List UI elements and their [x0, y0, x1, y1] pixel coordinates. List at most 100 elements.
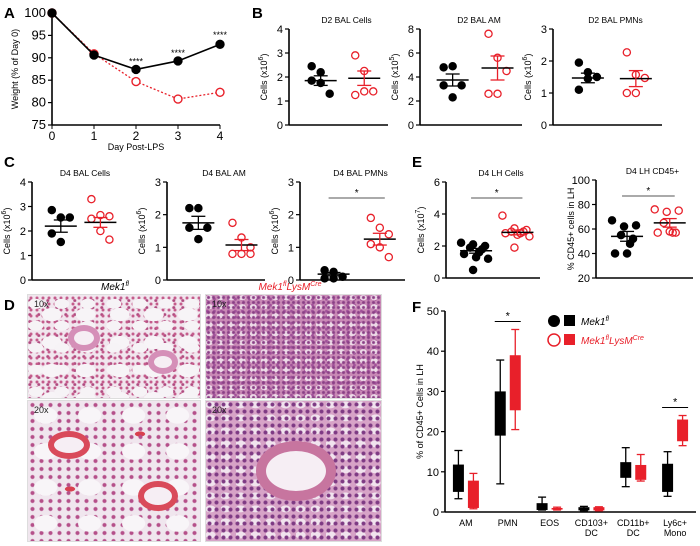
data-point — [384, 252, 394, 262]
data-point — [448, 61, 457, 71]
y-tick-label: 40 — [578, 249, 590, 261]
y-tick-label: 0 — [408, 120, 414, 132]
y-tick-label: 100 — [572, 175, 590, 187]
y-axis-label-end: ) — [523, 54, 533, 57]
box — [635, 464, 647, 480]
y-tick-label: 3 — [541, 24, 547, 36]
y-axis-label-superscript: 6 — [269, 210, 276, 214]
y-tick-label: 4 — [20, 177, 26, 189]
y-tick-label: 0 — [155, 275, 161, 287]
magnification-label: 20x — [34, 405, 49, 415]
data-point — [665, 227, 674, 236]
y-tick-label: 90 — [32, 50, 46, 65]
y-tick-label: 80 — [578, 200, 590, 212]
y-axis-label-end: ) — [259, 54, 269, 57]
y-tick-label: 85 — [32, 72, 46, 87]
chart-a: 75 80 85 90 95 100 Weight (% of Day 0) 0 1 2 3 4 Day… — [10, 5, 227, 152]
data-point — [510, 243, 519, 252]
significance-label: * — [355, 188, 359, 199]
y-tick-label: 100 — [24, 5, 46, 20]
y-axis-label: Cells (x106) — [136, 208, 147, 255]
y-axis-label-end: ) — [137, 208, 147, 211]
data-point — [674, 206, 683, 215]
x-tick-label: 3 — [175, 129, 182, 143]
box — [536, 503, 548, 510]
category-label: CD11b+ — [617, 518, 650, 528]
panel-letter-b: B — [252, 5, 263, 22]
data-point — [89, 50, 99, 60]
panel-letter-a: A — [4, 5, 15, 22]
y-tick-label: 3 — [155, 177, 161, 189]
category-label: Ly6c+ — [663, 518, 687, 528]
significance-label: **** — [129, 57, 144, 67]
data-point — [246, 249, 255, 259]
y-axis-label-end: ) — [390, 54, 400, 57]
y-tick-label: 0 — [434, 273, 440, 285]
x-tick-label: 0 — [49, 129, 56, 143]
histology-mek1fl-20x: 20x — [27, 400, 201, 542]
y-tick-label: 60 — [578, 224, 590, 236]
data-point — [173, 56, 183, 66]
y-tick-label: 3 — [20, 202, 26, 214]
data-point — [662, 207, 671, 217]
data-point — [215, 39, 225, 50]
y-axis-label-end: ) — [2, 208, 12, 211]
data-point — [316, 67, 325, 77]
data-point — [650, 205, 659, 214]
data-point — [366, 239, 376, 249]
data-point — [622, 48, 632, 57]
y-axis-label-text: Cells (x10 — [523, 60, 533, 100]
data-point — [631, 88, 641, 98]
data-point — [87, 214, 96, 223]
x-axis-label: Day Post-LPS — [108, 142, 165, 152]
magnification-label: 10x — [34, 299, 49, 309]
legend-f: Mek1fl Mek1flLysMCre — [547, 315, 644, 347]
y-tick-label: 6 — [434, 177, 440, 189]
y-axis-label-end: ) — [270, 208, 280, 211]
y-axis-label: Cells (x105) — [389, 54, 400, 101]
y-tick-label: 2 — [277, 72, 283, 84]
data-point — [215, 87, 225, 97]
data-point — [653, 228, 662, 237]
data-point — [47, 205, 57, 215]
x-tick-label: 4 — [217, 129, 224, 143]
data-point — [375, 223, 385, 232]
y-tick-label: 40 — [427, 346, 439, 358]
y-tick-label: 95 — [32, 27, 46, 42]
data-point — [384, 230, 394, 239]
chart-title: D4 LH Cells — [478, 168, 523, 178]
chart-c1: 0 1 2 3 4 Cells (x106) D4 BAL Cells — [1, 168, 122, 287]
y-axis-label: Cells (x107) — [415, 207, 426, 254]
y-axis-label: % CD45+ cells in LH — [566, 188, 576, 271]
data-point — [173, 94, 183, 104]
data-point — [105, 235, 114, 244]
data-point — [631, 221, 641, 230]
box — [452, 464, 464, 492]
data-point — [246, 243, 255, 252]
y-tick-label: 2 — [434, 241, 440, 253]
panel-letter-d: D — [4, 297, 15, 314]
chart-b1: 0 1 2 3 4 Cells (x106) D2 BAL Cells — [258, 15, 388, 132]
y-tick-label: 4 — [408, 72, 414, 84]
y-axis-label: Cells (x106) — [258, 54, 269, 101]
data-point — [350, 51, 360, 60]
data-point — [228, 249, 237, 259]
y-tick-label: 2 — [155, 210, 161, 222]
y-axis-label-text: % CD45+ cells in LH — [566, 188, 576, 271]
data-point — [493, 89, 502, 99]
box — [578, 507, 590, 511]
chart-c2: 0 1 2 3 Cells (x106) D4 BAL AM — [136, 168, 265, 287]
box — [509, 355, 521, 411]
data-point — [131, 76, 141, 87]
y-tick-label: 80 — [32, 95, 46, 110]
chart-title: D2 BAL Cells — [321, 15, 371, 25]
y-tick-label: 20 — [578, 273, 590, 285]
y-tick-label: 0 — [20, 275, 26, 287]
data-point — [56, 237, 66, 247]
chart-e1: 0 2 4 6 Cells (x107) D4 LH Cells * — [415, 168, 540, 285]
data-point — [574, 58, 584, 67]
legend-label-ko: Mek1flLysMCre — [581, 335, 644, 347]
y-axis-label-superscript: 6 — [136, 210, 143, 214]
y-tick-label: 8 — [408, 24, 414, 36]
